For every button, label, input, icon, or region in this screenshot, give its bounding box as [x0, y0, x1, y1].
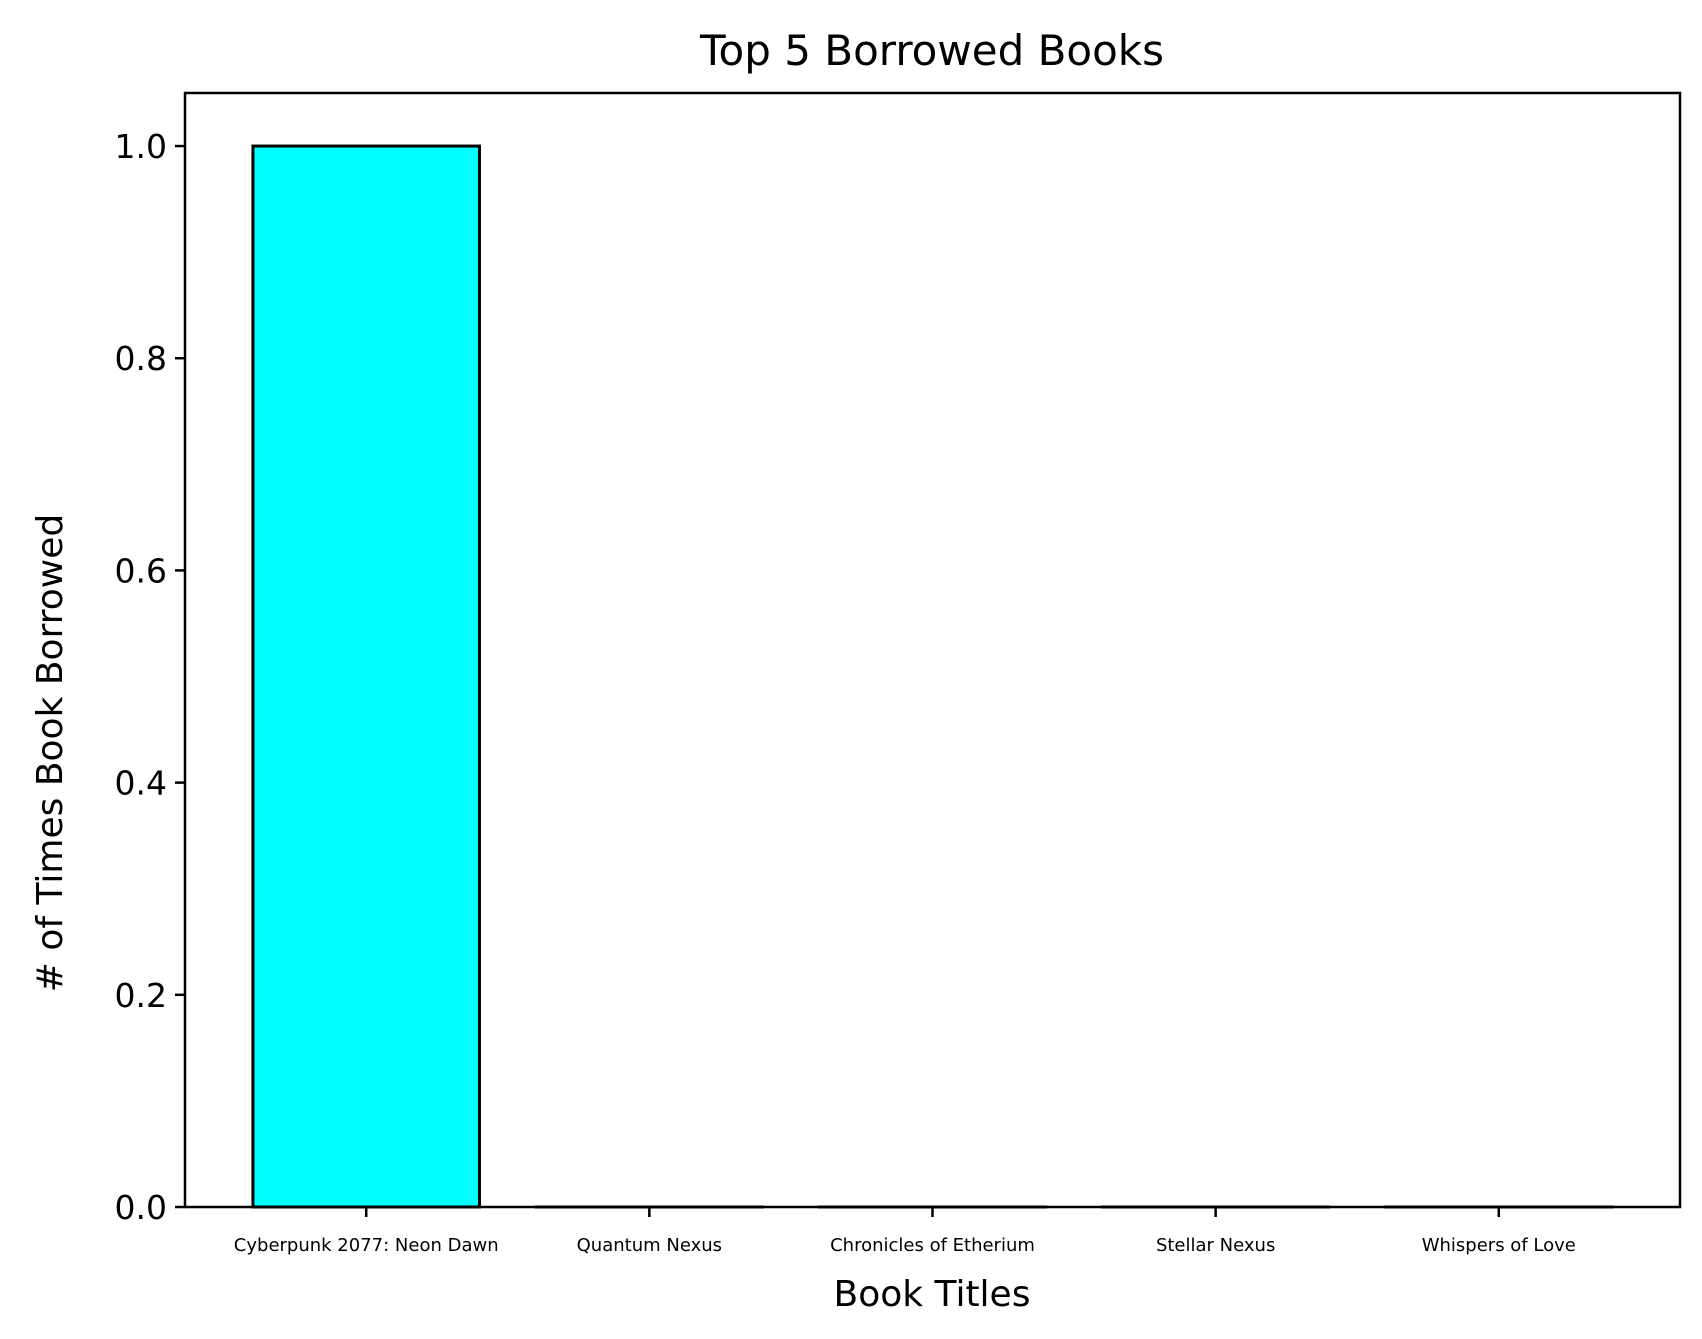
- x-axis-ticks: Cyberpunk 2077: Neon Dawn Quantum Nexus Ch…: [234, 1207, 1576, 1256]
- bars-group: [251, 144, 1614, 1209]
- y-axis-label: # of Times Book Borrowed: [30, 514, 71, 992]
- y-tick-label: 0.2: [115, 976, 167, 1015]
- x-tick-label: Stellar Nexus: [1156, 1235, 1275, 1256]
- x-tick-label: Quantum Nexus: [577, 1235, 722, 1256]
- x-tick-label: Whispers of Love: [1422, 1235, 1576, 1256]
- plot-area-frame: [183, 91, 1682, 1209]
- x-axis-label: Book Titles: [834, 1274, 1031, 1315]
- y-tick-label: 0.4: [115, 764, 167, 803]
- y-tick-label: 1.0: [115, 127, 167, 166]
- x-tick-label: Cyberpunk 2077: Neon Dawn: [234, 1235, 499, 1256]
- y-tick-label: 0.0: [115, 1188, 167, 1227]
- x-tick-label: Chronicles of Etherium: [830, 1235, 1035, 1256]
- chart-title: Top 5 Borrowed Books: [699, 26, 1164, 75]
- y-tick-label: 0.6: [115, 551, 167, 590]
- y-tick-label: 0.8: [115, 339, 167, 378]
- y-axis-ticks: 0.0 0.2 0.4 0.6 0.8 1.0: [115, 127, 185, 1227]
- bar-1: [251, 144, 481, 1209]
